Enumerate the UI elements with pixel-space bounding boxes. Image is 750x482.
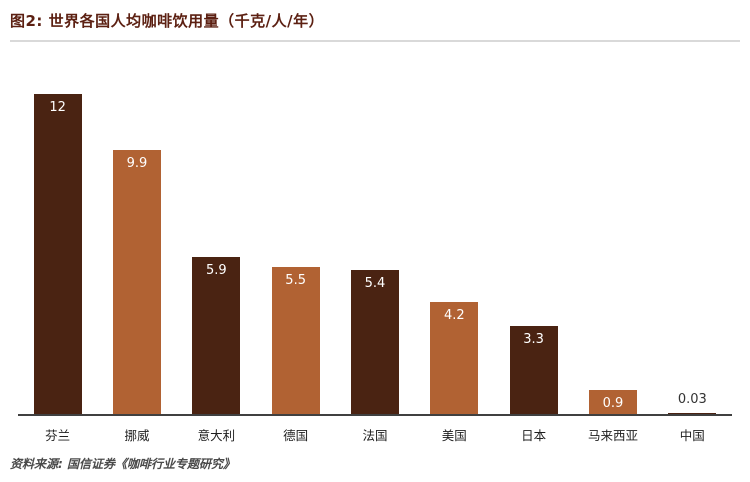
bars-row: 12 9.9 5.9 5.5 5.4 4.2 3.3 0.9 0.03 [18, 92, 732, 416]
bar: 0.9 [588, 390, 637, 414]
bar: 12 [33, 94, 82, 414]
bar-cell: 5.5 [256, 267, 335, 414]
bar-cell: 0.9 [573, 390, 652, 414]
x-axis-label: 德国 [283, 428, 309, 443]
chart-title: 图2: 世界各国人均咖啡饮用量（千克/人/年） [10, 12, 325, 30]
x-axis-label: 中国 [679, 428, 705, 443]
bar-value-label: 5.4 [364, 276, 386, 291]
x-axis-label: 意大利 [197, 428, 236, 443]
bar-cell: 5.9 [177, 257, 256, 414]
bar [668, 413, 717, 414]
x-axis-labels: 芬兰 挪威 意大利 德国 法国 美国 日本 马来西亚 中国 [18, 425, 732, 444]
bar-value-label: 5.5 [285, 273, 306, 288]
bar-cell: 5.4 [335, 270, 414, 414]
x-axis-label: 挪威 [124, 428, 150, 443]
bar: 5.9 [192, 257, 241, 414]
title-divider [10, 40, 740, 42]
bar: 5.5 [271, 267, 320, 414]
bar-cell: 9.9 [97, 150, 176, 414]
bar: 3.3 [509, 326, 558, 414]
bar-chart: 12 9.9 5.9 5.5 5.4 4.2 3.3 0.9 0.03 芬兰 挪威 意大利 德国 法国 美… [10, 92, 740, 444]
bar-value-label: 12 [49, 100, 66, 115]
bar: 5.4 [350, 270, 399, 414]
bar-value-label: 0.03 [677, 392, 707, 407]
bar-cell: 0.03 [653, 392, 732, 414]
source-note: 资料来源: 国信证券《咖啡行业专题研究》 [10, 457, 235, 471]
bar-value-label: 3.3 [523, 332, 544, 347]
bar-value-label: 0.9 [602, 396, 624, 411]
x-axis-label: 美国 [441, 428, 467, 443]
bar-cell: 12 [18, 94, 97, 414]
x-axis-label: 日本 [521, 428, 547, 443]
bar: 9.9 [112, 150, 161, 414]
bar-cell: 4.2 [415, 302, 494, 414]
bar-value-label: 9.9 [126, 156, 148, 171]
bar-value-label: 5.9 [205, 263, 227, 278]
bar-cell: 3.3 [494, 326, 573, 414]
x-axis-label: 马来西亚 [587, 428, 638, 443]
bar: 4.2 [430, 302, 479, 414]
x-axis-label: 法国 [362, 428, 388, 443]
x-axis-label: 芬兰 [45, 428, 71, 443]
bar-value-label: 4.2 [443, 308, 465, 323]
